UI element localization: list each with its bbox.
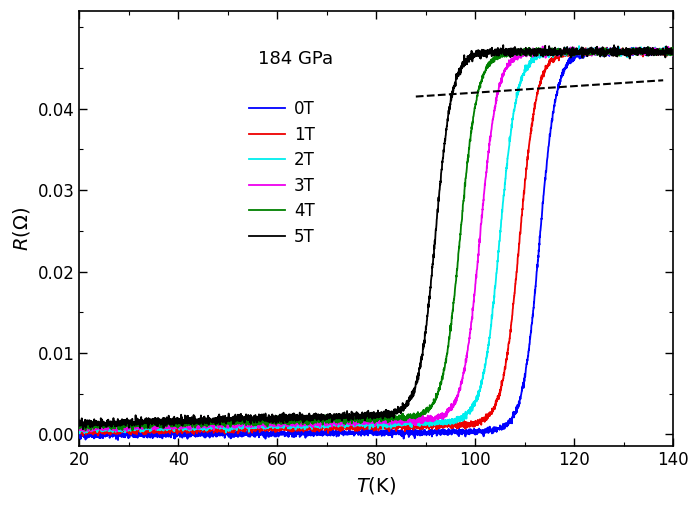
Text: 184 GPa: 184 GPa: [258, 50, 332, 68]
4T: [75, 425, 83, 431]
Legend: 0T, 1T, 2T, 3T, 4T, 5T: 0T, 1T, 2T, 3T, 4T, 5T: [242, 93, 321, 252]
4T: [669, 50, 678, 56]
0T: [669, 51, 678, 57]
1T: [78, 432, 87, 439]
Line: 3T: 3T: [79, 47, 673, 431]
2T: [594, 49, 602, 55]
1T: [657, 46, 666, 52]
2T: [329, 421, 337, 427]
3T: [329, 419, 337, 425]
3T: [303, 420, 312, 426]
4T: [645, 44, 653, 50]
2T: [303, 422, 312, 428]
5T: [657, 49, 666, 55]
1T: [329, 425, 337, 431]
2T: [75, 426, 83, 432]
X-axis label: $T$(K): $T$(K): [356, 475, 396, 496]
2T: [76, 430, 84, 437]
0T: [594, 47, 602, 53]
1T: [669, 48, 678, 54]
3T: [143, 420, 151, 426]
Line: 1T: 1T: [79, 48, 673, 436]
1T: [143, 429, 151, 435]
4T: [178, 420, 187, 426]
5T: [329, 414, 337, 420]
0T: [114, 437, 122, 443]
1T: [303, 426, 312, 432]
0T: [178, 432, 187, 439]
1T: [594, 49, 602, 55]
3T: [669, 51, 678, 57]
4T: [143, 425, 151, 431]
3T: [178, 424, 187, 430]
4T: [81, 427, 90, 433]
2T: [669, 49, 678, 55]
Y-axis label: $R$(Ω): $R$(Ω): [11, 207, 32, 251]
5T: [79, 426, 88, 432]
2T: [657, 49, 666, 55]
Line: 5T: 5T: [79, 45, 673, 429]
5T: [594, 49, 602, 55]
1T: [75, 429, 83, 436]
5T: [75, 419, 83, 425]
1T: [178, 428, 187, 434]
0T: [603, 45, 611, 51]
4T: [594, 51, 602, 57]
4T: [303, 422, 312, 428]
5T: [669, 49, 678, 55]
2T: [143, 426, 151, 432]
0T: [329, 430, 337, 437]
2T: [575, 43, 583, 49]
Line: 2T: 2T: [79, 46, 673, 433]
3T: [657, 49, 666, 55]
Line: 0T: 0T: [79, 48, 673, 440]
5T: [303, 414, 312, 420]
3T: [80, 428, 88, 434]
0T: [303, 426, 312, 432]
5T: [143, 418, 151, 424]
4T: [329, 417, 337, 423]
0T: [143, 432, 151, 438]
3T: [75, 423, 83, 429]
0T: [657, 50, 666, 56]
2T: [178, 424, 187, 430]
1T: [599, 45, 608, 51]
5T: [499, 42, 508, 48]
5T: [178, 422, 187, 428]
3T: [594, 48, 602, 54]
4T: [657, 47, 666, 53]
0T: [75, 434, 83, 440]
3T: [538, 44, 547, 50]
Line: 4T: 4T: [79, 47, 673, 430]
